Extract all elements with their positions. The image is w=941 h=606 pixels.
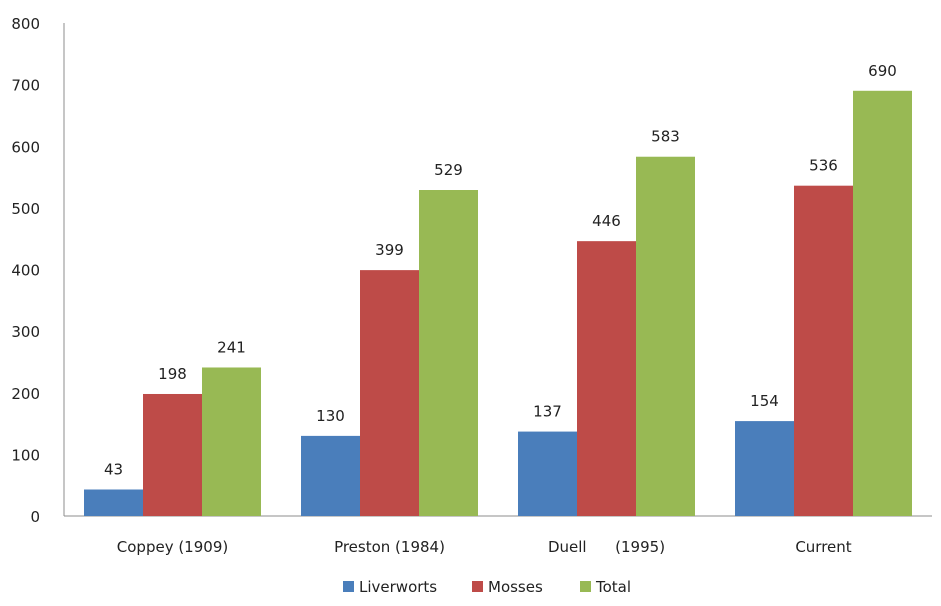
legend: Liverworts Mosses Total bbox=[343, 578, 631, 596]
legend-label-total: Total bbox=[595, 578, 631, 596]
bar-mosses-1 bbox=[360, 270, 419, 516]
data-label-mosses-2: 446 bbox=[592, 212, 621, 230]
bar-liverworts-1 bbox=[301, 435, 360, 516]
legend-label-mosses: Mosses bbox=[488, 578, 543, 596]
x-category-label: Duell (1995) bbox=[548, 538, 665, 556]
x-category-label: Preston (1984) bbox=[334, 538, 445, 556]
bar-total-2 bbox=[636, 156, 695, 516]
x-category-label: Coppey (1909) bbox=[117, 538, 228, 556]
data-label-total-3: 690 bbox=[868, 62, 897, 80]
bar-total-1 bbox=[419, 190, 478, 516]
bar-mosses-0 bbox=[143, 393, 202, 516]
bar-total-3 bbox=[853, 90, 912, 516]
bar-liverworts-3 bbox=[735, 421, 794, 516]
y-tick-label: 100 bbox=[11, 446, 40, 464]
x-category-label: Current bbox=[795, 538, 851, 556]
data-label-liverworts-1: 130 bbox=[316, 407, 345, 425]
y-tick-label: 600 bbox=[11, 138, 40, 156]
legend-swatch-total bbox=[580, 581, 591, 592]
y-tick-label: 0 bbox=[30, 508, 40, 526]
legend-swatch-mosses bbox=[472, 581, 483, 592]
bar-mosses-3 bbox=[794, 185, 853, 516]
y-tick-label: 500 bbox=[11, 200, 40, 218]
data-label-mosses-0: 198 bbox=[158, 365, 187, 383]
data-label-liverworts-2: 137 bbox=[533, 403, 562, 421]
data-label-mosses-1: 399 bbox=[375, 241, 404, 259]
data-labels: 43 198 241 130 399 529 137 446 583 154 536 690 bbox=[104, 62, 897, 479]
data-label-total-0: 241 bbox=[217, 338, 246, 356]
data-label-total-2: 583 bbox=[651, 128, 680, 146]
y-tick-label: 700 bbox=[11, 77, 40, 95]
y-axis-ticks: 0 100 200 300 400 500 600 700 800 bbox=[11, 15, 40, 526]
x-axis-labels: Coppey (1909) Preston (1984) Duell (1995) C… bbox=[117, 538, 852, 556]
legend-swatch-liverworts bbox=[343, 581, 354, 592]
y-tick-label: 300 bbox=[11, 323, 40, 341]
bars bbox=[84, 90, 912, 516]
data-label-mosses-3: 536 bbox=[809, 157, 838, 175]
bar-total-0 bbox=[202, 367, 261, 516]
data-label-liverworts-3: 154 bbox=[750, 392, 779, 410]
y-tick-label: 800 bbox=[11, 15, 40, 33]
bar-liverworts-0 bbox=[84, 489, 143, 516]
bar-liverworts-2 bbox=[518, 431, 577, 516]
legend-label-liverworts: Liverworts bbox=[359, 578, 437, 596]
data-label-total-1: 529 bbox=[434, 161, 463, 179]
y-tick-label: 400 bbox=[11, 262, 40, 280]
y-tick-label: 200 bbox=[11, 385, 40, 403]
data-label-liverworts-0: 43 bbox=[104, 461, 123, 479]
bar-mosses-2 bbox=[577, 241, 636, 516]
